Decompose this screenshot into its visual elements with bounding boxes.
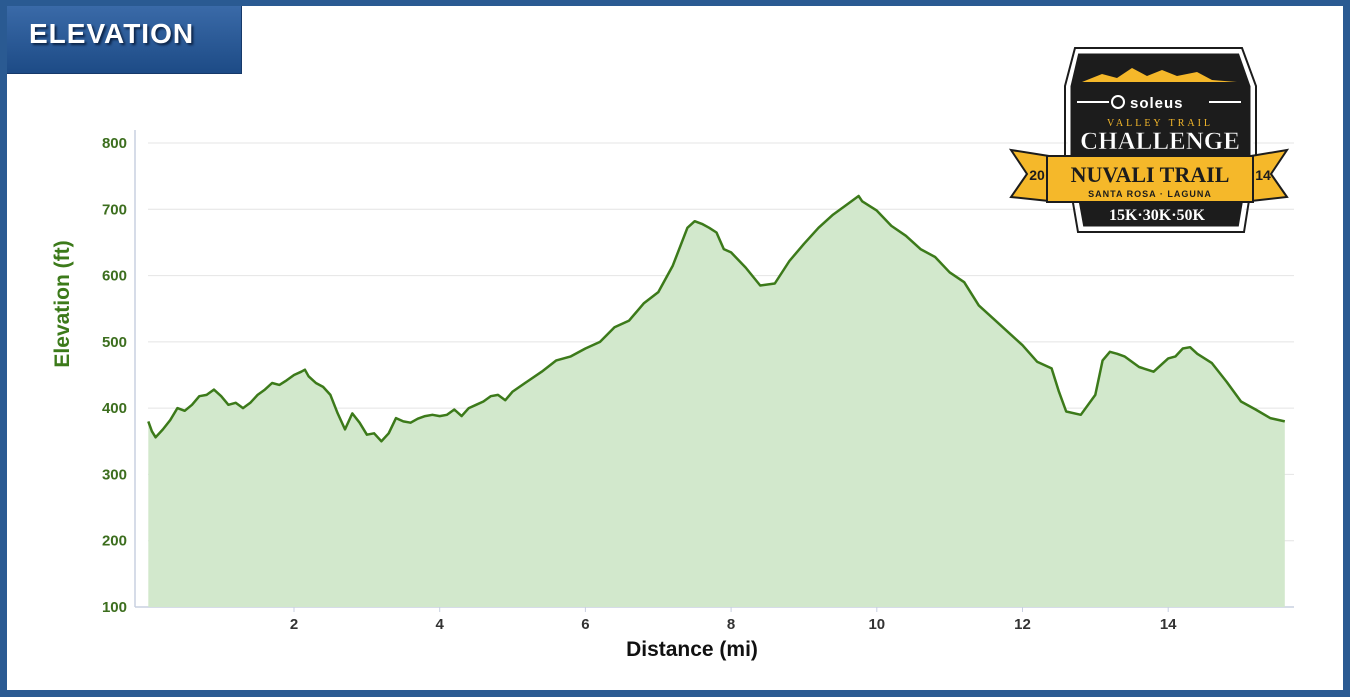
logo-year-left: 20: [1029, 167, 1045, 183]
x-tick-label: 6: [581, 616, 589, 633]
x-axis-title: Distance (mi): [626, 638, 758, 661]
logo-line2: CHALLENGE: [1080, 128, 1240, 155]
y-tick-label: 700: [102, 201, 127, 218]
y-tick-label: 300: [102, 466, 127, 483]
elevation-chart: 100 200 300 400 500 600 700 800 2 4 6 8 10 12 14 Elev…: [51, 47, 1294, 661]
y-tick-label: 100: [102, 599, 127, 616]
logo-line4: SANTA ROSA · LAGUNA: [1088, 189, 1212, 199]
logo-badge-outline: [1064, 47, 1257, 233]
logo-ribbon-right: [1250, 148, 1290, 203]
x-tick-labels: 2 4 6 8 10 12 14: [290, 607, 1177, 633]
elevation-area: [148, 196, 1285, 607]
x-tick-label: 8: [727, 616, 735, 633]
y-tick-label: 800: [102, 135, 127, 152]
x-tick-label: 14: [1160, 616, 1177, 633]
logo-ribbon: [1008, 148, 1050, 203]
elevation-line: [147, 194, 1286, 443]
logo-line1: VALLEY TRAIL: [1107, 118, 1213, 129]
race-logo: soleus VALLEY TRAIL CHALLENGE 20 14 NUVA…: [1008, 47, 1290, 233]
logo-brand: soleus: [1130, 95, 1184, 112]
header-title: ELEVATION: [29, 18, 195, 49]
x-tick-label: 12: [1014, 616, 1031, 633]
logo-line3: NUVALI TRAIL: [1071, 162, 1230, 187]
y-tick-label: 400: [102, 400, 127, 417]
y-tick-label: 600: [102, 268, 127, 285]
logo-year-right: 14: [1255, 167, 1271, 183]
logo-banner: [1046, 155, 1254, 203]
x-tick-label: 4: [436, 616, 445, 633]
header-tab: ELEVATION: [7, 6, 242, 74]
y-tick-label: 200: [102, 533, 127, 550]
y-tick-label: 500: [102, 334, 127, 351]
mountain-icon: [1082, 68, 1237, 82]
x-tick-label: 2: [290, 616, 298, 633]
x-tick-label: 10: [868, 616, 885, 633]
logo-distances: 15K·30K·50K: [1109, 207, 1206, 224]
y-axis-title: Elevation (ft): [51, 240, 74, 367]
brand-icon: [1111, 95, 1125, 109]
y-tick-labels: 100 200 300 400 500 600 700 800: [102, 135, 127, 616]
